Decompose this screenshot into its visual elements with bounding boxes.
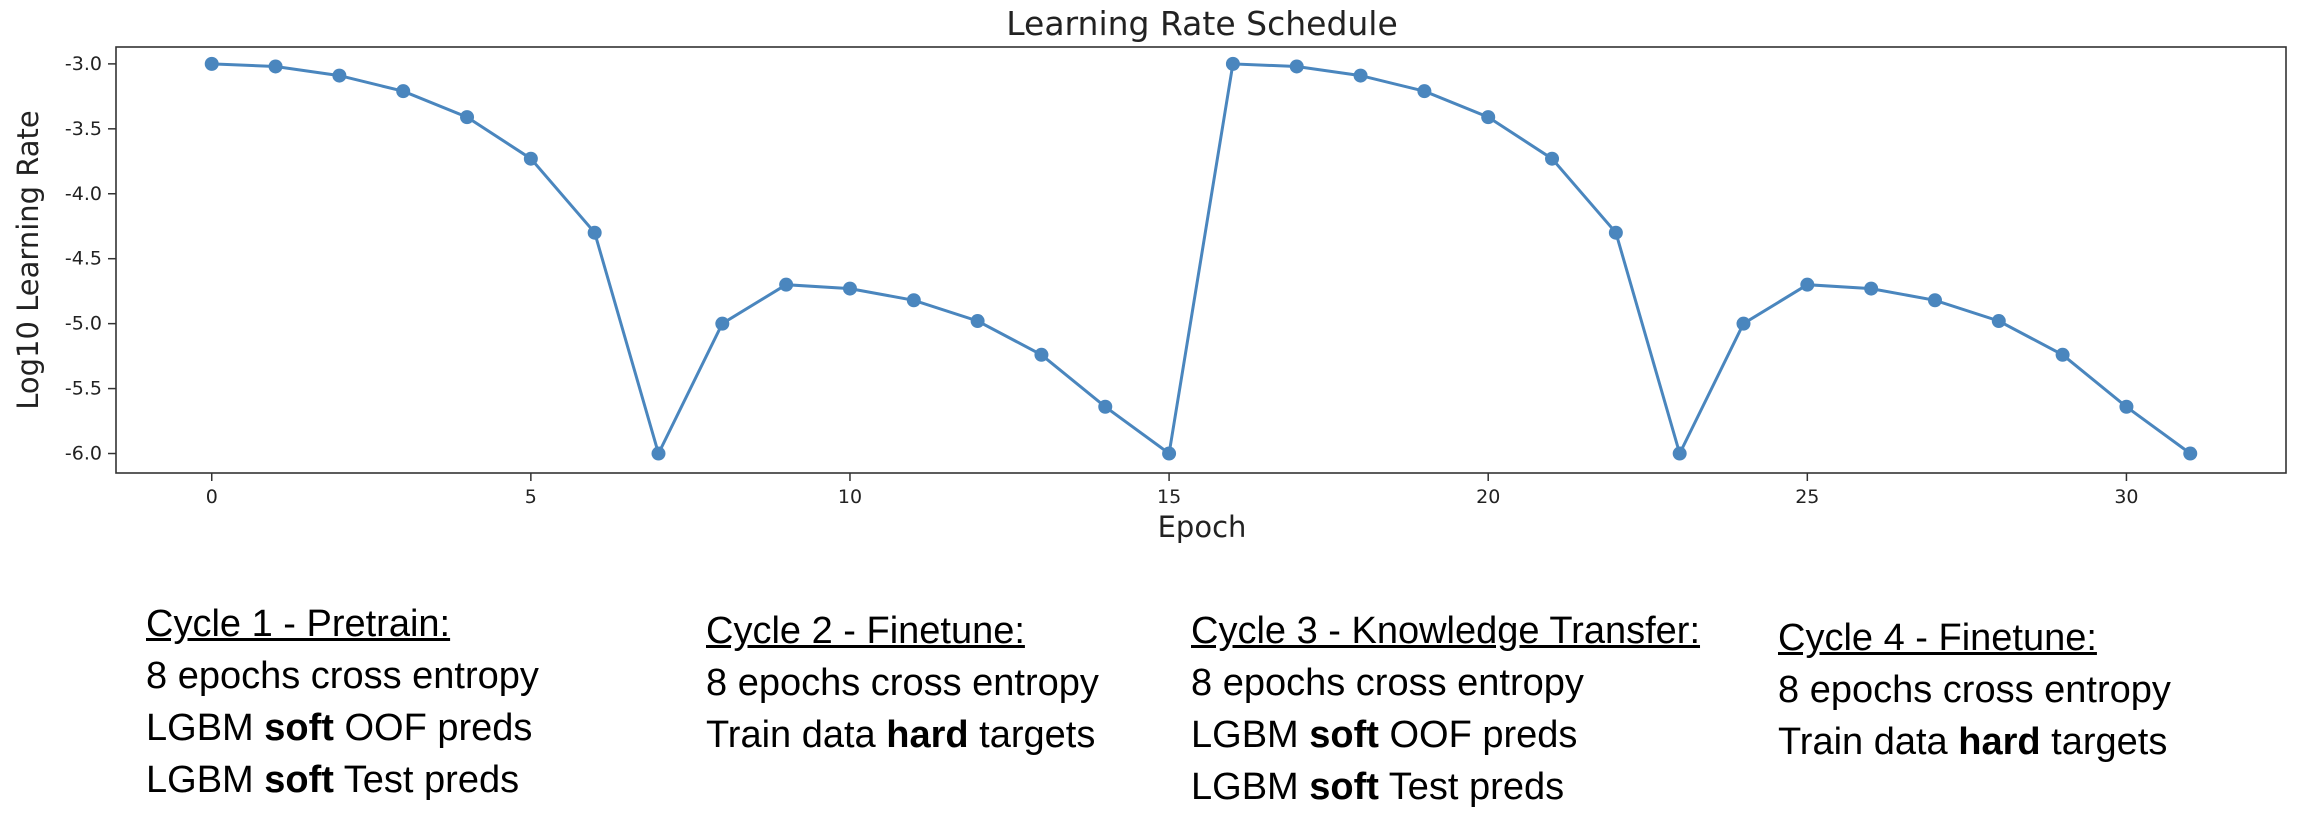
cycle-detail-line: 8 epochs cross entropy: [706, 657, 1099, 709]
detail-emphasis: hard: [886, 714, 969, 756]
detail-text: 8 epochs cross entropy: [706, 662, 1099, 704]
detail-emphasis: soft: [264, 707, 334, 749]
cycle-detail-line: Train data hard targets: [1778, 716, 2171, 768]
data-point: [1417, 84, 1432, 99]
y-tick-label: -3.5: [65, 118, 102, 140]
detail-text: 8 epochs cross entropy: [146, 655, 539, 697]
x-tick-label: 15: [1157, 486, 1181, 508]
cycle-detail-line: LGBM soft OOF preds: [1191, 709, 1700, 761]
cycle-1-note: Cycle 1 - Pretrain: 8 epochs cross entrop…: [146, 598, 539, 806]
data-point: [1225, 56, 1240, 71]
data-point: [1864, 281, 1879, 296]
cycle-title: Cycle 4 - Finetune:: [1778, 617, 2097, 659]
x-tick-label: 30: [2114, 486, 2138, 508]
data-point: [1736, 316, 1751, 331]
detail-text: targets: [968, 714, 1096, 756]
y-axis-ticks: -3.0 -3.5 -4.0 -4.5 -5.0 -5.5 -6.0: [65, 53, 116, 465]
data-point: [842, 281, 857, 296]
y-axis-label: Log10 Learning Rate: [11, 110, 45, 410]
data-point: [1162, 446, 1177, 461]
series-line-path: [211, 62, 2192, 458]
detail-text: Test preds: [333, 759, 520, 801]
detail-text: OOF preds: [1378, 714, 1578, 756]
data-point: [460, 110, 475, 125]
x-tick-label: 25: [1795, 486, 1819, 508]
data-point: [268, 59, 283, 74]
chart-title: Learning Rate Schedule: [1006, 4, 1398, 43]
data-point: [1353, 68, 1368, 83]
detail-text: Train data: [1778, 721, 1959, 763]
data-point: [2183, 446, 2198, 461]
y-tick-label: -4.0: [65, 183, 102, 205]
data-point: [2119, 399, 2134, 414]
data-point: [1800, 277, 1815, 292]
data-point: [651, 446, 666, 461]
detail-text: 8 epochs cross entropy: [1191, 662, 1584, 704]
detail-emphasis: hard: [1958, 721, 2041, 763]
detail-text: 8 epochs cross entropy: [1778, 669, 2171, 711]
data-point: [587, 225, 602, 240]
x-tick-label: 20: [1476, 486, 1500, 508]
data-point: [779, 277, 794, 292]
data-point: [970, 314, 985, 329]
x-tick-label: 5: [525, 486, 537, 508]
data-point: [1927, 293, 1942, 308]
data-point: [1672, 446, 1687, 461]
cycle-title: Cycle 2 - Finetune:: [706, 610, 1025, 652]
detail-emphasis: soft: [1309, 766, 1379, 808]
detail-text: targets: [2040, 721, 2168, 763]
x-axis-label: Epoch: [1158, 510, 1247, 544]
y-tick-label: -3.0: [65, 53, 102, 75]
x-tick-label: 0: [206, 486, 218, 508]
series-line: [204, 56, 2198, 461]
cycle-2-note: Cycle 2 - Finetune: 8 epochs cross entrop…: [706, 605, 1099, 761]
detail-text: Test preds: [1378, 766, 1565, 808]
data-point: [1991, 314, 2006, 329]
data-point: [332, 68, 347, 83]
data-point: [1098, 399, 1113, 414]
y-tick-label: -5.5: [65, 378, 102, 400]
y-tick-label: -5.0: [65, 313, 102, 335]
learning-rate-chart: Learning Rate Schedule -3.0-3.5-4.0-4.5-…: [11, 4, 2287, 544]
cycle-detail-line: 8 epochs cross entropy: [1191, 657, 1700, 709]
detail-emphasis: soft: [264, 759, 334, 801]
data-point: [1481, 110, 1496, 125]
detail-text: Train data: [706, 714, 887, 756]
data-point: [1545, 151, 1560, 166]
x-axis-ticks: 0 5 10 15 20 25 30: [206, 473, 2139, 508]
data-point: [906, 293, 921, 308]
cycle-detail-line: 8 epochs cross entropy: [146, 650, 539, 702]
cycle-detail-line: LGBM soft Test preds: [146, 754, 539, 806]
cycle-detail-line: LGBM soft OOF preds: [146, 702, 539, 754]
detail-emphasis: soft: [1309, 714, 1379, 756]
y-tick-label: -4.5: [65, 248, 102, 270]
detail-text: LGBM: [146, 759, 265, 801]
data-point: [1608, 225, 1623, 240]
cycle-4-note: Cycle 4 - Finetune: 8 epochs cross entrop…: [1778, 612, 2171, 768]
data-point: [1289, 59, 1304, 74]
plot-area-frame: [115, 46, 2287, 474]
detail-text: LGBM: [146, 707, 265, 749]
detail-text: LGBM: [1191, 766, 1310, 808]
data-point: [1034, 347, 1049, 362]
cycle-detail-line: 8 epochs cross entropy: [1778, 664, 2171, 716]
data-point: [715, 316, 730, 331]
data-point: [523, 151, 538, 166]
cycle-title: Cycle 3 - Knowledge Transfer:: [1191, 610, 1701, 652]
cycle-detail-line: Train data hard targets: [706, 709, 1099, 761]
data-point: [204, 56, 219, 71]
cycle-title: Cycle 1 - Pretrain:: [146, 603, 451, 645]
data-point: [2055, 347, 2070, 362]
cycle-3-note: Cycle 3 - Knowledge Transfer: 8 epochs cr…: [1191, 605, 1700, 813]
y-tick-label: -6.0: [65, 443, 102, 465]
cycle-detail-line: LGBM soft Test preds: [1191, 761, 1700, 813]
detail-text: OOF preds: [333, 707, 533, 749]
detail-text: LGBM: [1191, 714, 1310, 756]
x-tick-label: 10: [838, 486, 862, 508]
data-point: [396, 84, 411, 99]
